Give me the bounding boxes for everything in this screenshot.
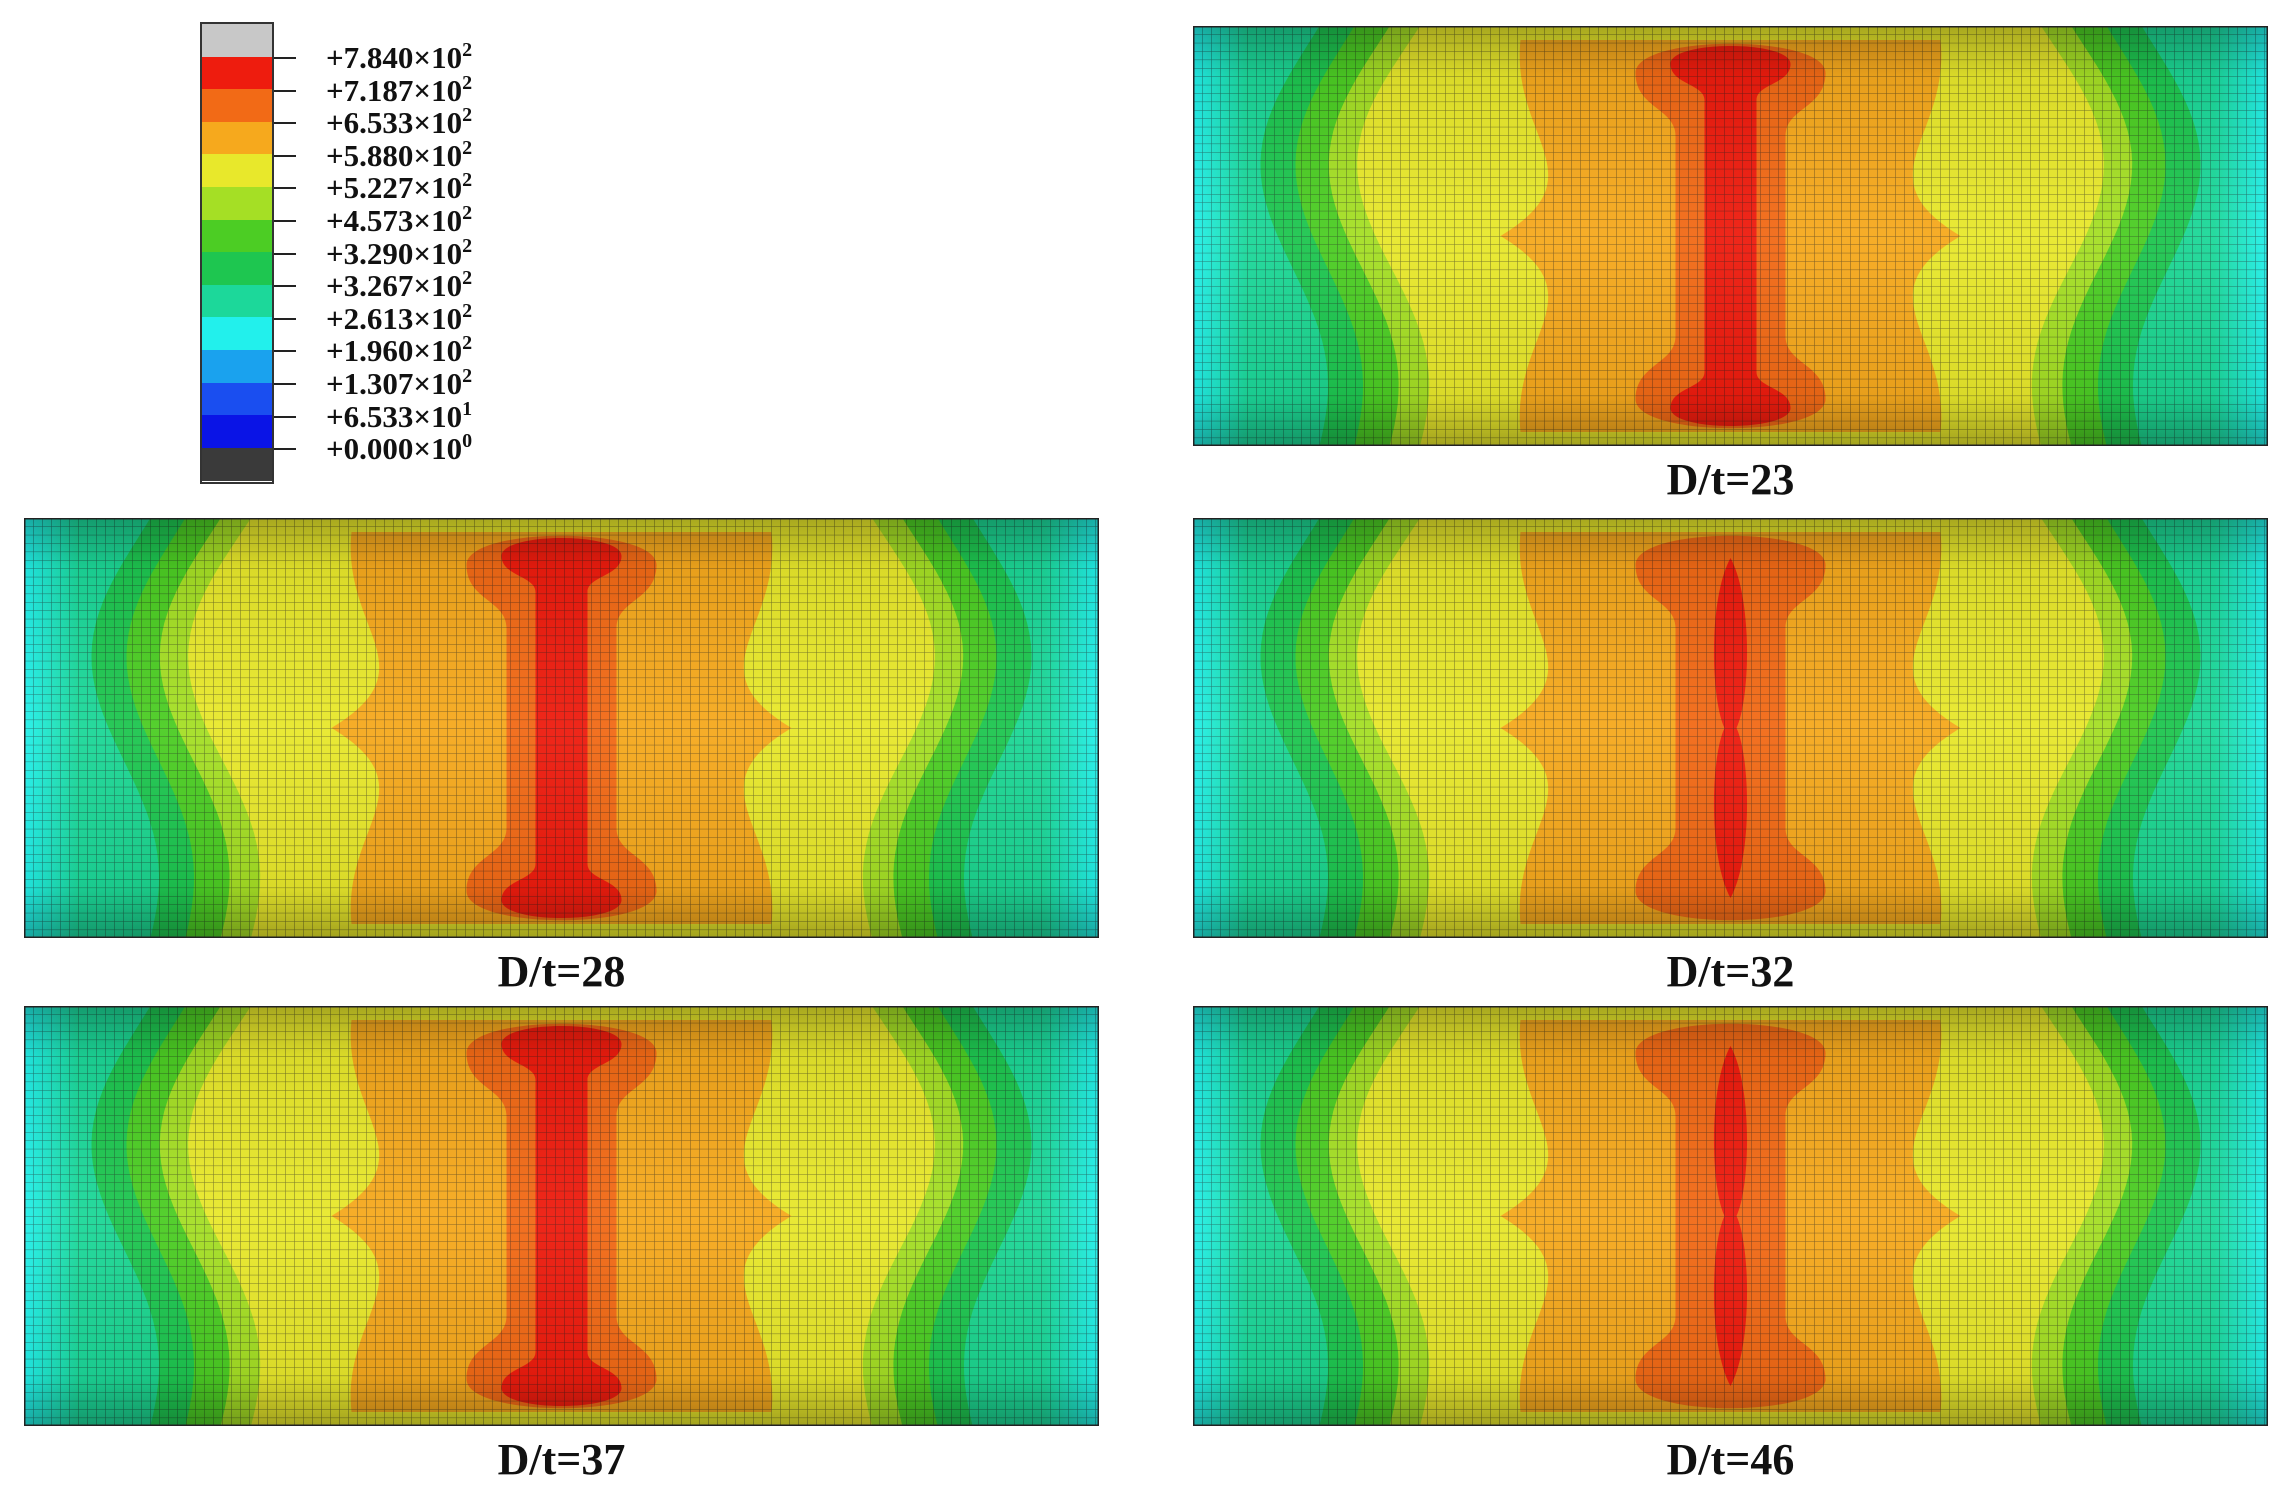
- legend-tick: [274, 89, 296, 92]
- legend-label-exponent: 0: [462, 430, 473, 453]
- legend-label: +5.227×102: [326, 169, 473, 206]
- legend-label-mantissa: +5.227×10: [326, 170, 463, 206]
- legend-swatch: [202, 350, 272, 384]
- legend-label: +2.613×102: [326, 299, 473, 336]
- panel-dt-28: D/t=28: [23, 517, 1100, 998]
- legend-tick: [274, 154, 296, 157]
- legend-tick: [274, 122, 296, 125]
- legend-tick: [274, 187, 296, 190]
- legend-label: +3.267×102: [326, 267, 473, 304]
- legend-label-mantissa: +1.307×10: [326, 366, 463, 401]
- legend-label-exponent: 2: [462, 267, 473, 290]
- pipe-contour-dt-28: [23, 517, 1100, 943]
- legend-label-mantissa: +0.000×10: [326, 431, 463, 467]
- legend-swatch: [202, 447, 272, 481]
- legend-label-mantissa: +7.840×10: [326, 40, 463, 75]
- legend-swatch: [202, 317, 272, 351]
- legend-label-exponent: 2: [462, 365, 473, 387]
- panel-caption: D/t=28: [497, 947, 626, 996]
- legend-swatch: [202, 252, 272, 286]
- legend-label: +3.290×102: [326, 234, 473, 271]
- legend-swatch: [202, 89, 272, 123]
- pipe-contour-dt-37: [23, 1005, 1100, 1431]
- legend-label-exponent: 2: [462, 104, 473, 127]
- legend-swatch: [202, 284, 272, 318]
- legend-label-exponent: 2: [462, 39, 473, 61]
- legend-label-exponent: 1: [462, 397, 473, 420]
- legend-swatch: [202, 382, 272, 416]
- legend-tick: [274, 220, 296, 222]
- pipe-contour-svg: [23, 517, 1100, 939]
- panel-caption: D/t=37: [497, 1435, 626, 1484]
- legend-label-exponent: 2: [462, 332, 473, 355]
- panel-dt-46: D/t=46: [1192, 1005, 2269, 1486]
- legend-label: +7.840×102: [326, 39, 473, 75]
- legend-swatch: [202, 187, 272, 221]
- legend-label-mantissa: +3.290×10: [326, 235, 463, 271]
- legend-label: +0.000×100: [326, 430, 473, 467]
- legend-tick: [274, 448, 296, 451]
- pipe-outline: [1192, 25, 2269, 447]
- legend-label-exponent: 2: [462, 299, 473, 322]
- pipe-outline: [23, 517, 1100, 939]
- legend-label-mantissa: +2.613×10: [326, 300, 463, 336]
- legend-tick: [274, 57, 296, 59]
- pipe-contour-svg: [23, 1005, 1100, 1427]
- legend-label-mantissa: +6.533×10: [326, 398, 463, 434]
- pipe-outline: [1192, 1005, 2269, 1427]
- legend-label-exponent: 2: [462, 71, 473, 94]
- legend-label-mantissa: +5.880×10: [326, 137, 463, 173]
- legend-label: +7.187×102: [326, 71, 473, 108]
- legend-label: +6.533×101: [326, 397, 473, 434]
- panel-caption: D/t=32: [1666, 947, 1795, 996]
- panel-dt-23: D/t=23: [1192, 25, 2269, 506]
- legend-color-bar: [200, 22, 274, 484]
- panel-caption: D/t=46: [1666, 1435, 1795, 1484]
- legend-label-exponent: 2: [462, 169, 473, 192]
- panel-caption: D/t=23: [1666, 455, 1795, 504]
- legend-label: +6.533×102: [326, 104, 473, 141]
- legend-swatch: [202, 219, 272, 253]
- pipe-shading: [1193, 518, 2268, 938]
- legend-label: +5.880×102: [326, 136, 473, 173]
- legend-tick: [274, 252, 296, 255]
- panel-dt-37: D/t=37: [23, 1005, 1100, 1486]
- stress-legend: +7.840×102 +7.187×102 +6.533×102 +5.880×102…: [200, 22, 580, 492]
- pipe-contour-dt-23: [1192, 25, 2269, 451]
- pipe-contour-svg: [1192, 517, 2269, 939]
- legend-swatch: [202, 56, 272, 90]
- legend-swatch: [202, 24, 272, 58]
- legend-swatch: [202, 121, 272, 155]
- legend-tick: [274, 383, 296, 385]
- pipe-outline: [1192, 517, 2269, 939]
- legend-label-mantissa: +6.533×10: [326, 105, 463, 141]
- legend-label-exponent: 2: [462, 202, 473, 224]
- legend-tick: [274, 285, 296, 288]
- legend-swatch: [202, 415, 272, 449]
- pipe-outline: [23, 1005, 1100, 1427]
- pipe-contour-dt-32: [1192, 517, 2269, 943]
- legend-label-exponent: 2: [462, 234, 473, 257]
- pipe-contour-dt-46: [1192, 1005, 2269, 1431]
- pipe-contour-svg: [1192, 1005, 2269, 1427]
- legend-label: +4.573×102: [326, 202, 473, 238]
- legend-tick: [274, 415, 296, 418]
- legend-label-mantissa: +3.267×10: [326, 268, 463, 304]
- pipe-contour-svg: [1192, 25, 2269, 447]
- legend-label: +1.307×102: [326, 365, 473, 401]
- pipe-shading: [24, 518, 1099, 938]
- legend-label-mantissa: +1.960×10: [326, 333, 463, 369]
- legend-label-exponent: 2: [462, 136, 473, 159]
- legend-label: +1.960×102: [326, 332, 473, 369]
- pipe-shading: [24, 1006, 1099, 1426]
- legend-label-mantissa: +4.573×10: [326, 203, 463, 238]
- legend-swatch: [202, 154, 272, 188]
- panel-dt-32: D/t=32: [1192, 517, 2269, 998]
- legend-tick: [274, 317, 296, 320]
- pipe-shading: [1193, 26, 2268, 446]
- legend-label-mantissa: +7.187×10: [326, 72, 463, 108]
- pipe-shading: [1193, 1006, 2268, 1426]
- legend-tick: [274, 350, 296, 353]
